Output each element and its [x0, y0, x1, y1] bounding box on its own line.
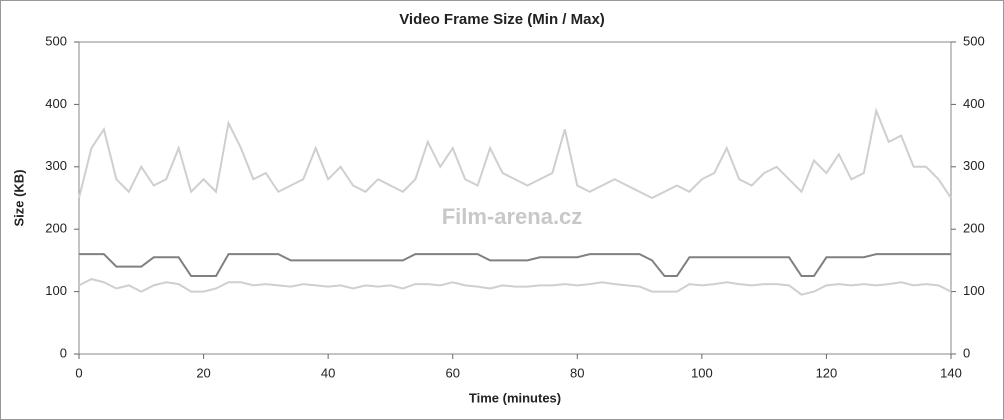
y2-tick-label: 200: [963, 221, 985, 236]
x-tick-label: 80: [570, 365, 584, 380]
y2-tick-label: 100: [963, 283, 985, 298]
y-tick-label: 400: [45, 96, 67, 111]
x-tick-label: 140: [940, 365, 962, 380]
series-line: [78, 107, 952, 200]
x-tick-label: 60: [445, 365, 459, 380]
chart-title: Video Frame Size (Min / Max): [399, 11, 605, 28]
series-line: [79, 253, 951, 277]
y-axis-title: Size (KB): [11, 169, 26, 226]
watermark: Film-arena.cz: [442, 204, 583, 229]
y-tick-label: 500: [45, 33, 67, 48]
y2-tick-label: 300: [963, 158, 985, 173]
y-tick-label: 300: [45, 158, 67, 173]
y-tick-label: 0: [60, 345, 67, 360]
x-tick-label: 120: [816, 365, 838, 380]
x-axis-title: Time (minutes): [469, 390, 561, 405]
y2-tick-label: 500: [963, 33, 985, 48]
plot-area: [78, 41, 952, 355]
y2-tick-label: 0: [963, 345, 970, 360]
x-tick-label: 0: [75, 365, 82, 380]
x-tick-label: 100: [691, 365, 713, 380]
x-tick-label: 20: [196, 365, 210, 380]
x-tick-label: 40: [321, 365, 335, 380]
y2-tick-label: 400: [963, 96, 985, 111]
y-tick-label: 100: [45, 283, 67, 298]
y-tick-label: 200: [45, 221, 67, 236]
series-line: [78, 278, 952, 296]
